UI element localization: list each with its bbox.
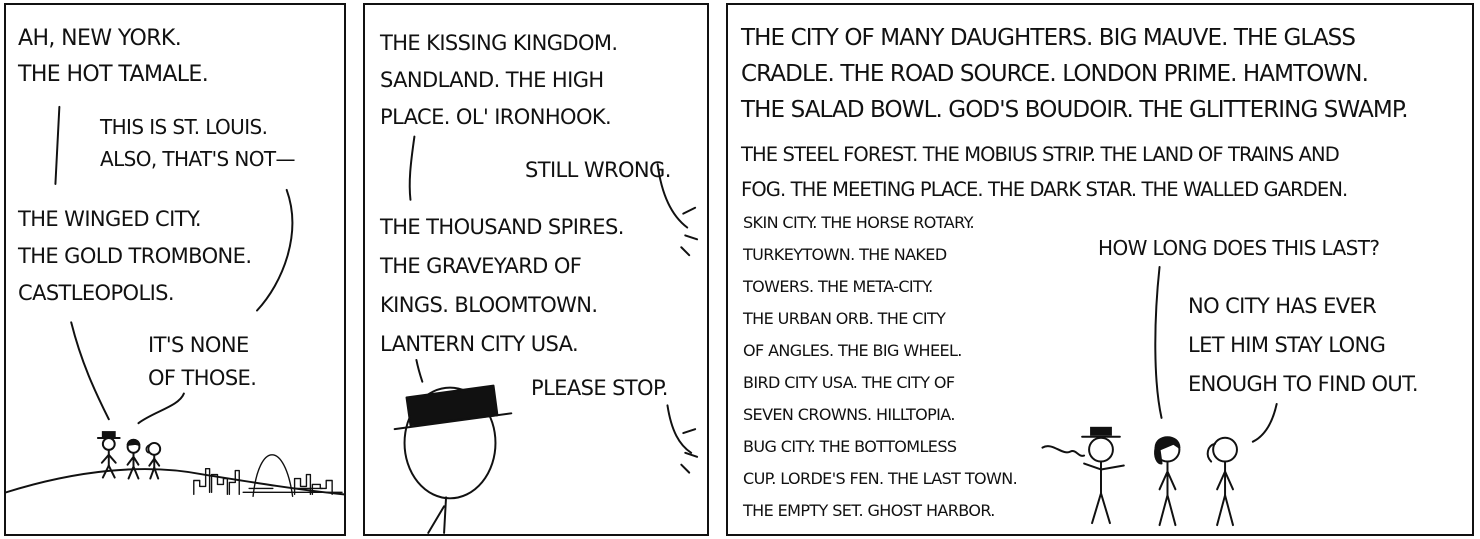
caption-still-wrong: STILL WRONG. [525,155,671,185]
caption-line: PLEASE STOP. [531,376,668,400]
city-nickname-list-large: THE CITY OF MANY DAUGHTERS. BIG MAUVE. T… [741,20,1409,128]
hat-figure-closeup [393,384,513,534]
caption-line: THE GOLD TROMBONE. [18,244,252,268]
caption-line: THE GRAVEYARD OF [380,254,582,278]
city-nickname-list-small: SKIN CITY. THE HORSE ROTARY. TURKEYTOWN.… [743,207,1018,527]
caption-line: THE SALAD BOWL. GOD'S BOUDOIR. THE GLITT… [741,97,1409,123]
gateway-arch [252,454,294,498]
caption-line: BUG CITY. THE BOTTOMLESS [743,437,957,456]
caption-line: BIRD CITY USA. THE CITY OF [743,373,955,392]
hill-outline [6,468,344,496]
caption-line: KINGS. BLOOMTOWN. [380,293,598,317]
caption-line: THE WINGED CITY. [18,207,202,231]
caption-line: THE CITY OF MANY DAUGHTERS. BIG MAUVE. T… [741,25,1356,51]
caption-line: HOW LONG DOES THIS LAST? [1098,236,1380,260]
speech-tail-answer [1251,402,1278,443]
hat-figure [96,431,121,479]
caption-line: LET HIM STAY LONG [1188,333,1386,357]
long-hair-figure [126,438,141,480]
caption-st-louis: THIS IS ST. LOUIS. ALSO, THAT'S NOT— [100,111,295,175]
ponytail-figure-closeup [1206,436,1238,527]
caption-line: STILL WRONG. [525,158,671,182]
caption-winged-city: THE WINGED CITY. THE GOLD TROMBONE. CAST… [18,201,252,312]
caption-line: THIS IS ST. LOUIS. [100,115,268,139]
caption-line: THE URBAN ORB. THE CITY [743,309,946,328]
caption-thousand-spires: THE THOUSAND SPIRES. THE GRAVEYARD OF KI… [380,208,624,364]
caption-line: THE THOUSAND SPIRES. [380,215,624,239]
speech-tail-please-stop [666,404,693,454]
speech-tail-bottomless [1041,445,1086,457]
caption-kissing-kingdom: THE KISSING KINGDOM. SANDLAND. THE HIGH … [380,25,618,136]
offscreen-voice-marks [680,206,699,474]
caption-please-stop: PLEASE STOP. [531,373,668,403]
city-skyline [193,454,343,498]
caption-line: PLACE. OL' IRONHOOK. [380,105,612,129]
caption-line: SANDLAND. THE HIGH [380,68,604,92]
caption-line: SKIN CITY. THE HORSE ROTARY. [743,213,975,232]
speech-tail-lantern-city [415,358,424,383]
caption-line: ENOUGH TO FIND OUT. [1188,372,1419,396]
caption-line: CASTLEOPOLIS. [18,281,175,305]
speech-tail-still-wrong [656,163,689,229]
speech-tail-castleopolis [70,321,110,421]
caption-answer: NO CITY HAS EVER LET HIM STAY LONG ENOUG… [1188,287,1419,404]
caption-question: HOW LONG DOES THIS LAST? [1098,233,1380,263]
comic-panel-2: THE KISSING KINGDOM. SANDLAND. THE HIGH … [363,3,709,536]
caption-line: CRADLE. THE ROAD SOURCE. LONDON PRIME. H… [741,61,1369,87]
caption-line: CUP. LORDE'S FEN. THE LAST TOWN. [743,469,1018,488]
panel-2-drawing [393,135,699,534]
speech-tail-question [1154,266,1163,419]
city-nickname-list-medium: THE STEEL FOREST. THE MOBIUS STRIP. THE … [741,137,1348,207]
caption-line: OF THOSE. [148,366,257,390]
caption-line: THE STEEL FOREST. THE MOBIUS STRIP. THE … [741,143,1340,166]
long-hair-figure-closeup [1154,436,1181,527]
caption-line: NO CITY HAS EVER [1188,294,1377,318]
caption-line: IT'S NONE [148,333,249,357]
ponytail-figure [145,441,162,480]
hat-figure-talking [1081,426,1125,525]
comic-panel-1: AH, NEW YORK. THE HOT TAMALE. THIS IS ST… [4,3,346,536]
caption-line: SEVEN CROWNS. HILLTOPIA. [743,405,955,424]
caption-new-york: AH, NEW YORK. THE HOT TAMALE. [18,21,209,93]
caption-line: THE HOT TAMALE. [18,62,209,87]
caption-line: FOG. THE MEETING PLACE. THE DARK STAR. T… [741,178,1348,201]
caption-line: AH, NEW YORK. [18,26,182,51]
speech-tail-st-louis [256,188,294,312]
comic-panel-3: THE CITY OF MANY DAUGHTERS. BIG MAUVE. T… [726,3,1474,536]
caption-line: ALSO, THAT'S NOT— [100,147,295,171]
panel-3-drawing [1041,266,1278,527]
caption-none-of-those: IT'S NONE OF THOSE. [148,329,257,395]
caption-line: LANTERN CITY USA. [380,332,579,356]
speech-tail-none-of-those [137,392,185,425]
caption-line: THE EMPTY SET. GHOST HARBOR. [743,501,995,520]
panel-1-drawing [6,105,344,498]
speech-tail-hot-tamale [54,105,61,185]
caption-line: TOWERS. THE META-CITY. [743,277,933,296]
caption-line: OF ANGLES. THE BIG WHEEL. [743,341,962,360]
caption-line: TURKEYTOWN. THE NAKED [743,245,947,264]
caption-line: THE KISSING KINGDOM. [380,31,618,55]
speech-tail-ironhook [408,135,416,201]
